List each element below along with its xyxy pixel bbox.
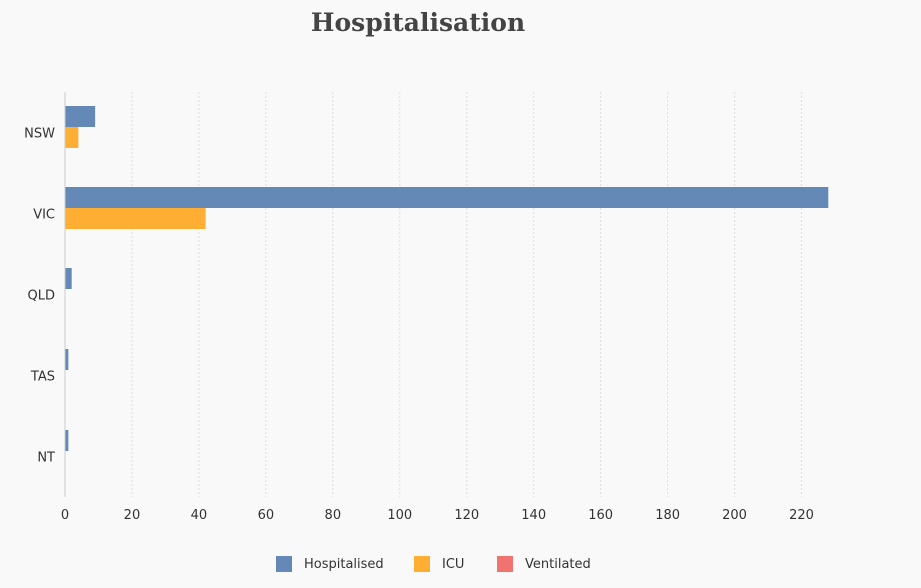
legend-label-icu: ICU [442,556,465,572]
x-tick-label-0: 0 [61,508,69,523]
x-tick-label-100: 100 [387,508,412,523]
legend-item-icu[interactable]: ICU [414,554,464,574]
y-category-label-nsw: NSW [24,127,55,142]
x-tick-label-80: 80 [325,508,342,523]
legend-label-ventilated: Ventilated [525,556,591,572]
bar-hospitalised-vic [65,187,829,208]
y-category-label-vic: VIC [33,208,55,223]
x-tick-label-120: 120 [454,508,479,523]
legend-item-ventilated[interactable]: Ventilated [497,554,591,574]
legend-item-hospitalised[interactable]: Hospitalised [276,554,384,574]
bars [65,106,829,451]
grid-lines [131,92,803,497]
x-tick-label-160: 160 [588,508,613,523]
bar-hospitalised-nt [65,430,69,451]
bar-hospitalised-qld [65,268,72,289]
bar-icu-vic [65,208,206,229]
x-tick-label-220: 220 [789,508,814,523]
legend: Hospitalised ICU Ventilated [0,554,921,574]
axes: 0 20 40 60 80 100 120 140 160 180 200 220 NSW VIC QLD T… [24,92,814,523]
bar-hospitalised-nsw [65,106,96,127]
legend-swatch-icu [414,556,430,572]
legend-swatch-hospitalised [276,556,292,572]
bar-hospitalised-tas [65,349,69,370]
y-category-label-nt: NT [37,451,55,466]
x-tick-label-200: 200 [722,508,747,523]
y-category-label-qld: QLD [28,289,56,304]
bar-icu-nsw [65,127,79,148]
x-tick-label-20: 20 [124,508,141,523]
x-tick-label-40: 40 [191,508,208,523]
x-tick-label-180: 180 [655,508,680,523]
legend-swatch-ventilated [497,556,513,572]
y-category-label-tas: TAS [30,370,55,385]
chart-title: Hospitalisation [310,8,526,37]
legend-label-hospitalised: Hospitalised [304,556,384,572]
x-tick-label-140: 140 [521,508,546,523]
x-tick-label-60: 60 [258,508,275,523]
